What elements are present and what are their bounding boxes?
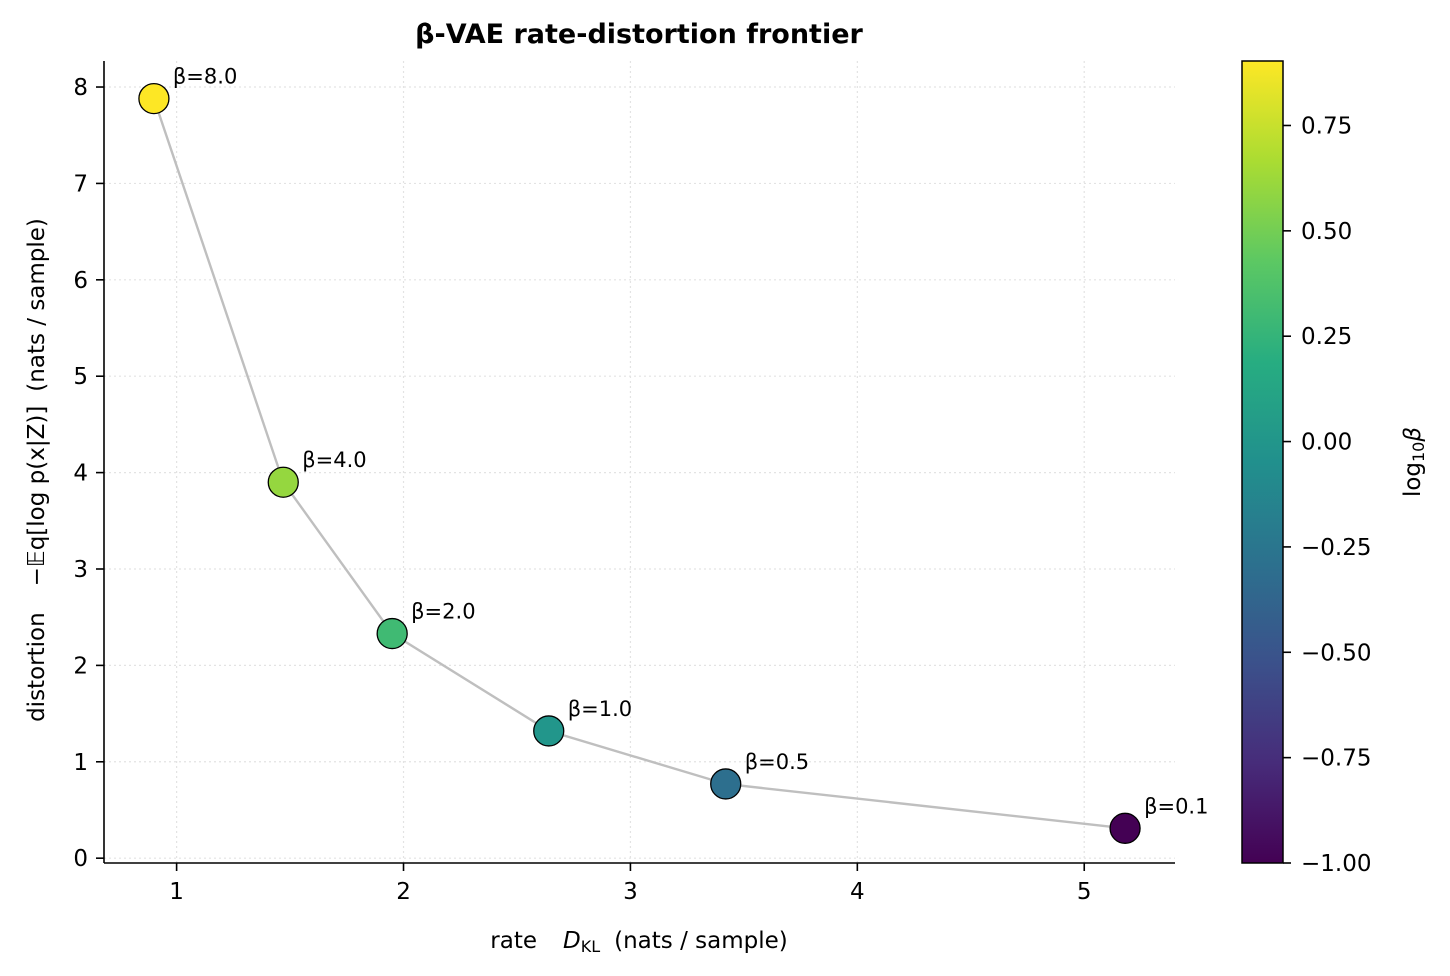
x-axis-label: rate DKL (nats / sample) [490,928,787,956]
frontier-series [138,82,1141,844]
point-marker-0 [138,82,170,115]
x-tick-label-1: 2 [396,879,411,905]
point-marker-2 [376,617,408,650]
x-tick-label-0: 1 [169,879,184,905]
x-tick-label-2: 3 [623,879,638,905]
point-marker-5 [1109,812,1141,844]
y-tick-label-7: 7 [73,171,88,197]
point-label-3: β=1.0 [568,697,632,721]
y-tick-label-1: 1 [73,750,88,776]
colorbar-tick-label-7: 0.75 [1301,113,1352,139]
grid-lines [104,61,1175,863]
colorbar: −1.00 −0.75 −0.50 −0.25 0.00 0.25 0.50 0.75 log… [1241,60,1428,877]
colorbar-gradient [1241,60,1284,864]
point-marker-4 [710,768,742,800]
y-tick-label-0: 0 [73,846,88,872]
colorbar-ticks: −1.00 −0.75 −0.50 −0.25 0.00 0.25 0.50 0.75 [1283,113,1371,877]
point-label-4: β=0.5 [745,750,809,774]
colorbar-tick-label-6: 0.50 [1301,219,1352,245]
colorbar-label: log10β [1400,427,1428,497]
colorbar-tick-label-2: −0.50 [1301,640,1371,666]
colorbar-tick-label-3: −0.25 [1301,535,1371,561]
point-label-2: β=2.0 [411,600,475,624]
frontier-line [152,98,1126,830]
y-axis-ticks: 0 1 2 3 4 5 6 7 8 [73,75,104,872]
x-tick-label-4: 5 [1077,879,1092,905]
chart-title: β-VAE rate-distortion frontier [415,19,863,50]
y-tick-label-6: 6 [73,268,88,294]
point-labels: β=8.0 β=4.0 β=2.0 β=1.0 β=0.5 β=0.1 [173,65,1209,819]
colorbar-tick-label-4: 0.00 [1301,430,1352,456]
axes [103,61,1175,864]
point-label-5: β=0.1 [1144,794,1208,818]
point-marker-1 [267,466,299,498]
y-tick-label-3: 3 [73,557,88,583]
colorbar-tick-label-5: 0.25 [1301,324,1352,350]
colorbar-tick-label-1: −0.75 [1301,746,1371,772]
y-axis-label: distortion−𝔼q[log p(x|Z)](nats / sample) [24,218,50,722]
point-label-0: β=8.0 [173,65,237,89]
colorbar-tick-label-0: −1.00 [1301,851,1371,877]
y-tick-label-4: 4 [73,461,88,487]
point-label-1: β=4.0 [302,448,366,472]
y-tick-label-8: 8 [73,75,88,101]
y-tick-label-2: 2 [73,653,88,679]
x-tick-label-3: 4 [850,879,865,905]
x-axis-ticks: 1 2 3 4 5 [169,863,1092,905]
y-tick-label-5: 5 [73,364,88,390]
point-marker-3 [533,715,565,747]
